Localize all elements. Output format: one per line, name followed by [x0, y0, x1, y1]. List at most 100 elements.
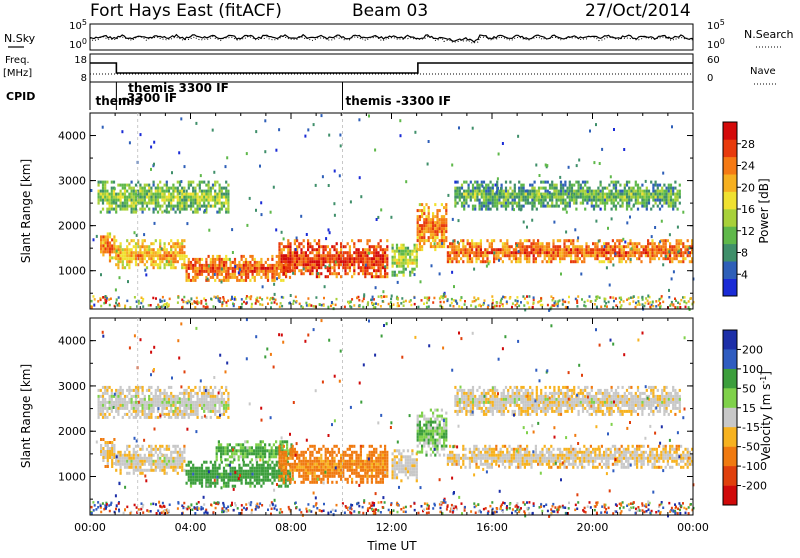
echo-cell [177, 187, 179, 190]
echo-cell [252, 264, 254, 267]
echo-cell [150, 196, 152, 199]
echo-cell [238, 470, 240, 473]
echo-cell [497, 187, 499, 190]
echo-cell [261, 298, 263, 301]
echo-cell [107, 453, 109, 456]
echo-cell [476, 181, 478, 184]
echo-cell [646, 199, 648, 202]
echo-cell [677, 199, 679, 202]
echo-cell [463, 205, 465, 208]
echo-cell [278, 460, 280, 463]
echo-cell [534, 187, 536, 190]
echo-cell [124, 451, 126, 454]
echo-cell [375, 245, 377, 248]
echo-cell [570, 257, 572, 260]
echo-cell [662, 251, 664, 254]
echo-cell [457, 202, 459, 205]
echo-cell [486, 257, 488, 260]
echo-cell [427, 163, 429, 166]
echo-cell [375, 257, 377, 260]
echo-cell [457, 187, 459, 190]
echo-cell [168, 257, 170, 260]
echo-cell [166, 257, 168, 260]
echo-cell [539, 245, 541, 248]
echo-cell [321, 304, 323, 307]
echo-cell [262, 285, 264, 288]
echo-cell [278, 128, 280, 131]
echo-cell [588, 245, 590, 248]
echo-cell [641, 205, 643, 208]
echo-cell [164, 463, 166, 466]
echo-cell [639, 193, 641, 196]
echo-cell [219, 270, 221, 273]
echo-cell [649, 242, 651, 245]
echo-cell [96, 235, 98, 238]
echo-cell [508, 257, 510, 260]
echo-cell [463, 193, 465, 196]
echo-cell [322, 248, 324, 251]
echo-cell [181, 251, 183, 254]
echo-cell [303, 469, 305, 472]
echo-cell [677, 251, 679, 254]
echo-cell [559, 257, 561, 260]
echo-cell [232, 479, 234, 482]
echo-cell [458, 305, 460, 308]
echo-cell [375, 272, 377, 275]
echo-cell [251, 452, 253, 455]
echo-cell [665, 255, 667, 258]
echo-cell [581, 245, 583, 248]
echo-cell [457, 190, 459, 193]
echo-cell [548, 242, 550, 245]
echo-cell [353, 304, 355, 307]
echo-cell [340, 275, 342, 278]
echo-cell [181, 257, 183, 260]
echo-cell [596, 257, 598, 260]
echo-cell [649, 257, 651, 260]
echo-cell [192, 196, 194, 199]
echo-cell [166, 211, 168, 214]
echo-cell [581, 251, 583, 254]
echo-cell [688, 300, 690, 303]
echo-cell [453, 299, 455, 302]
echo-cell [353, 242, 355, 245]
echo-cell [107, 244, 109, 247]
echo-cell [606, 187, 608, 190]
echo-cell [555, 248, 557, 251]
echo-cell [669, 254, 671, 257]
echo-cell [265, 473, 267, 476]
echo-cell [547, 190, 549, 193]
echo-cell [629, 216, 631, 219]
echo-cell [172, 251, 174, 254]
echo-cell [668, 187, 670, 190]
echo-cell [230, 476, 232, 479]
echo-cell [340, 475, 342, 478]
echo-cell [219, 211, 221, 214]
echo-cell [511, 254, 513, 257]
echo-cell [241, 467, 243, 470]
echo-cell [405, 262, 407, 265]
echo-cell [168, 190, 170, 193]
echo-cell [487, 202, 489, 205]
echo-cell [175, 196, 177, 199]
echo-cell [382, 254, 384, 257]
echo-cell [210, 258, 212, 261]
echo-cell [175, 254, 177, 257]
echo-cell [131, 193, 133, 196]
echo-cell [94, 298, 96, 301]
echo-cell [556, 199, 558, 202]
echo-cell [223, 267, 225, 270]
echo-cell [547, 205, 549, 208]
echo-cell [421, 209, 423, 212]
echo-cell [443, 215, 445, 218]
echo-cell [423, 227, 425, 230]
echo-cell [281, 231, 283, 234]
echo-cell [407, 253, 409, 256]
echo-cell [626, 221, 628, 224]
echo-cell [225, 476, 227, 479]
echo-cell [659, 302, 661, 305]
echo-cell [122, 254, 124, 257]
echo-cell [580, 202, 582, 205]
echo-cell [159, 242, 161, 245]
echo-cell [122, 208, 124, 211]
